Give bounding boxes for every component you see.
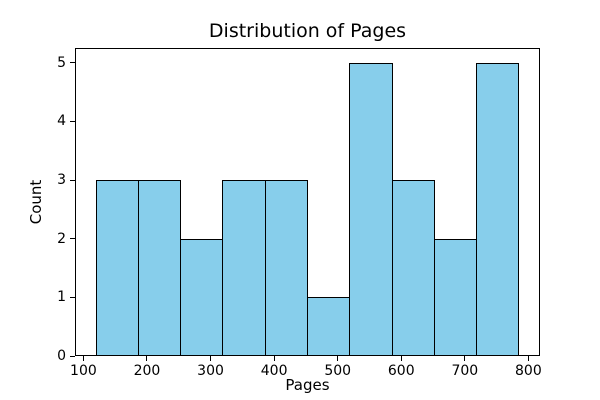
x-tick-mark [464, 356, 466, 361]
y-tick-label: 3 [57, 172, 66, 188]
x-tick-label: 800 [515, 363, 542, 379]
histogram-bar [476, 62, 520, 356]
y-tick-mark [70, 355, 75, 357]
x-tick-label: 300 [197, 363, 224, 379]
x-tick-mark [527, 356, 529, 361]
histogram-bar [95, 180, 139, 356]
histogram-bar [349, 62, 393, 356]
y-tick-mark [70, 238, 75, 240]
histogram-bar [222, 180, 266, 356]
y-tick-mark [70, 179, 75, 181]
y-tick-label: 5 [57, 54, 66, 71]
x-tick-mark [146, 356, 148, 361]
histogram-bar [391, 180, 435, 356]
histogram-bar [264, 180, 308, 356]
y-tick-label: 4 [57, 113, 66, 130]
x-tick-label: 500 [324, 363, 352, 379]
chart-title: Distribution of Pages [208, 20, 407, 42]
histogram-bar [433, 238, 478, 356]
x-tick-label: 700 [451, 363, 479, 379]
y-tick-mark [70, 296, 75, 298]
histogram-bar [137, 180, 182, 356]
x-tick-label: 400 [260, 363, 288, 379]
y-tick-mark [70, 62, 75, 64]
histogram-bar [180, 238, 224, 356]
x-tick-mark [82, 356, 84, 361]
y-tick-mark [70, 120, 75, 122]
y-tick-label: 1 [57, 289, 66, 306]
y-axis-label: Count [27, 179, 45, 225]
y-tick-label: 2 [57, 230, 66, 247]
x-tick-label: 600 [387, 363, 415, 379]
x-tick-label: 100 [70, 363, 97, 379]
x-tick-mark [400, 356, 402, 361]
x-tick-mark [273, 356, 275, 361]
x-tick-label: 200 [133, 363, 161, 379]
x-tick-mark [337, 356, 339, 361]
x-tick-mark [210, 356, 212, 361]
x-axis-label: Pages [285, 376, 330, 394]
histogram-bar [307, 297, 351, 356]
y-tick-label: 0 [57, 348, 66, 364]
